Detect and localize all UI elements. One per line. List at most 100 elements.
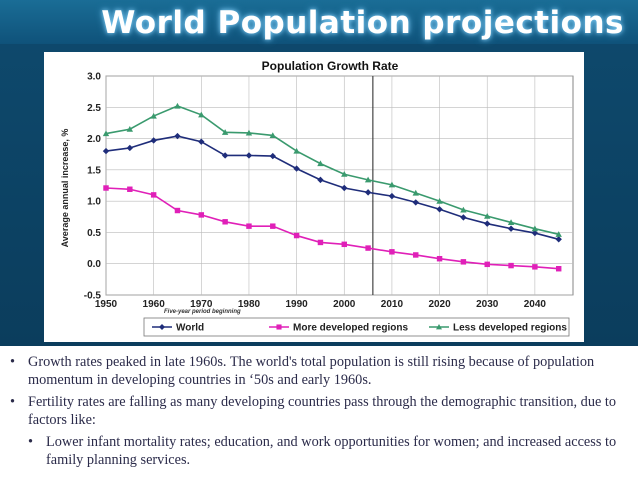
legend-label: World [176, 323, 204, 334]
chart-title: Population Growth Rate [262, 59, 399, 73]
point-marker [174, 132, 181, 140]
legend-box [143, 317, 570, 337]
point-marker [460, 259, 467, 265]
point-marker [507, 225, 515, 232]
x-tick-label: 1970 [190, 299, 213, 310]
y-tick-label: 0.5 [87, 228, 101, 239]
point-marker [508, 262, 514, 269]
bullet-list: Growth rates peaked in late 1960s. The w… [0, 346, 638, 479]
legend-label: More developed regions [293, 323, 408, 334]
point-marker [293, 165, 300, 172]
point-marker [555, 266, 562, 272]
point-marker [222, 219, 228, 225]
plot-frame [105, 75, 574, 296]
point-marker [436, 255, 443, 262]
gridlines [105, 75, 574, 296]
point-marker [126, 125, 134, 132]
point-marker [436, 324, 442, 330]
series-line [105, 187, 559, 270]
point-marker [246, 223, 252, 229]
point-marker [364, 189, 372, 196]
point-marker [174, 102, 181, 109]
point-marker [174, 207, 181, 214]
point-marker [102, 147, 110, 155]
x-tick-label: 1980 [238, 299, 261, 310]
point-marker [388, 181, 396, 188]
legend-label: Less developed regions [453, 323, 567, 334]
point-marker [555, 231, 562, 237]
point-marker [103, 185, 109, 191]
chart-panel: Population Growth Rate 3.0 2.5 2.0 1.5 1.0 0.… [44, 52, 584, 342]
y-tick-label: 1.5 [87, 165, 101, 176]
point-marker [532, 264, 538, 270]
point-marker [436, 197, 443, 204]
x-tick-label: 1960 [143, 299, 166, 310]
y-tick-label: 1.0 [87, 197, 101, 208]
title-band [0, 0, 638, 44]
point-marker [365, 245, 371, 251]
point-marker [293, 147, 300, 154]
point-marker [555, 236, 562, 243]
x-tick-label: 1950 [95, 299, 118, 310]
x-tick-label: 2030 [476, 299, 499, 310]
x-tick-label: 2010 [381, 299, 404, 310]
x-tick-label: 2020 [428, 299, 451, 310]
bullet-item: Growth rates peaked in late 1960s. The w… [10, 354, 626, 389]
point-marker [198, 138, 205, 145]
y-tick-label: 0.0 [87, 259, 101, 270]
x-tick-label: 2000 [333, 299, 356, 310]
point-marker [413, 252, 419, 258]
series-line [105, 105, 559, 236]
point-marker [221, 152, 229, 159]
point-marker [412, 199, 419, 206]
point-marker [269, 132, 276, 139]
legend: World More developed regions Less develope… [143, 317, 570, 337]
point-marker [317, 160, 324, 167]
x-tick-label: 2040 [524, 299, 547, 310]
point-marker [198, 111, 205, 118]
point-marker [507, 219, 515, 225]
slide-title: World Population projections [101, 5, 624, 41]
x-axis-label: Five-year period beginning [164, 309, 241, 315]
point-marker [341, 171, 348, 177]
series-lines [102, 102, 562, 272]
point-marker [484, 212, 491, 219]
point-marker [159, 324, 165, 330]
point-marker [270, 223, 276, 229]
point-marker [412, 189, 419, 196]
y-tick-label: 2.0 [87, 134, 101, 145]
point-marker [531, 229, 539, 237]
point-marker [127, 186, 133, 192]
y-axis-label: Average annual increase, % [60, 129, 70, 248]
point-marker [150, 112, 157, 119]
point-marker [269, 152, 276, 160]
point-marker [484, 220, 491, 227]
point-marker [317, 176, 324, 184]
point-marker [341, 241, 347, 248]
bullet-item: Fertility rates are falling as many deve… [10, 394, 626, 429]
y-tick-label: 3.0 [87, 72, 101, 83]
point-marker [388, 192, 396, 200]
y-tick-label: 2.5 [87, 103, 101, 114]
point-marker [102, 130, 110, 137]
sub-bullet-item: Lower infant mortality rates; education,… [28, 434, 626, 469]
point-marker [484, 261, 490, 268]
point-marker [436, 206, 443, 213]
series-line [105, 135, 559, 241]
point-marker [221, 129, 229, 135]
point-marker [245, 152, 253, 159]
point-marker [364, 176, 372, 183]
point-marker [341, 184, 348, 192]
x-tick-label: 1990 [285, 299, 308, 310]
point-marker [150, 137, 157, 144]
point-marker [460, 214, 467, 221]
point-marker [389, 249, 395, 255]
point-marker [245, 129, 253, 136]
population-growth-chart: Population Growth Rate 3.0 2.5 2.0 1.5 1.0 0.… [60, 59, 574, 337]
point-marker [317, 239, 324, 246]
point-marker [531, 225, 539, 232]
y-tick-label: -0.5 [84, 291, 102, 302]
point-marker [150, 192, 157, 198]
point-marker [126, 144, 134, 152]
